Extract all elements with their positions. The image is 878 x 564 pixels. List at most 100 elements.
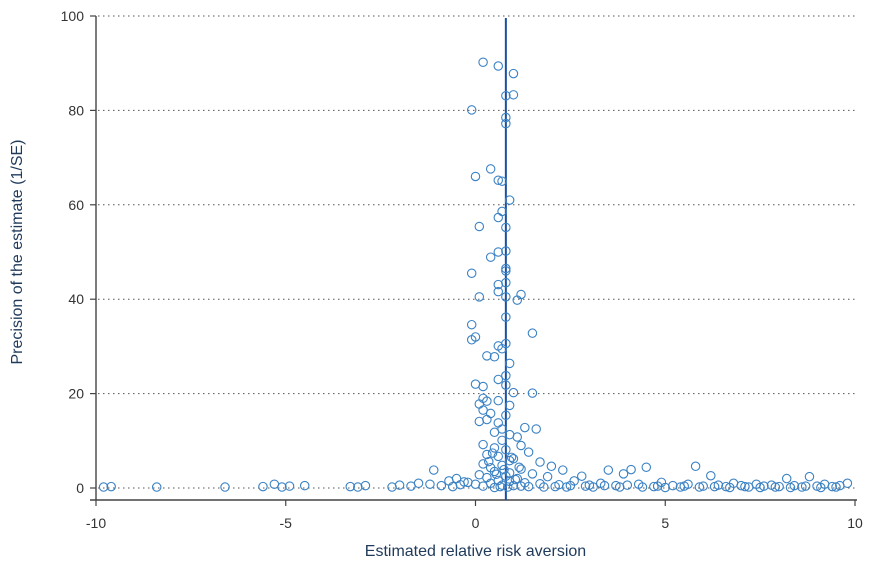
data-point xyxy=(501,410,511,421)
data-point xyxy=(504,358,515,369)
data-point xyxy=(503,482,513,492)
data-point xyxy=(506,452,517,463)
data-point xyxy=(501,91,511,101)
data-point xyxy=(463,477,473,488)
data-point xyxy=(725,482,735,493)
y-tick-label: 20 xyxy=(68,386,84,402)
data-point xyxy=(770,482,781,492)
data-point xyxy=(550,481,560,492)
data-point xyxy=(501,263,511,274)
data-point xyxy=(706,470,716,481)
data-point xyxy=(539,482,549,492)
data-point xyxy=(485,252,496,262)
data-point xyxy=(577,471,587,481)
data-point xyxy=(466,319,477,330)
data-point xyxy=(489,352,500,362)
data-point xyxy=(478,459,488,469)
data-point xyxy=(501,118,511,129)
data-point xyxy=(497,424,507,434)
tick-labels: 0 20 40 60 80 100 -10 -5 0 5 10 xyxy=(61,8,863,531)
data-point xyxy=(831,482,841,492)
data-point xyxy=(484,456,494,467)
data-point xyxy=(501,370,511,381)
data-point xyxy=(542,471,553,482)
y-tick-label: 100 xyxy=(61,8,85,24)
data-point xyxy=(482,414,492,425)
data-point xyxy=(755,482,765,493)
x-axis-title: Estimated relative risk aversion xyxy=(365,543,586,560)
data-point xyxy=(497,460,507,471)
data-point xyxy=(827,481,837,492)
data-point xyxy=(694,482,705,492)
data-point xyxy=(510,474,521,485)
data-point xyxy=(527,469,538,479)
data-point xyxy=(474,416,485,427)
data-point xyxy=(299,480,310,491)
data-point xyxy=(495,481,505,492)
data-point xyxy=(497,344,507,354)
data-point xyxy=(491,469,502,480)
data-point xyxy=(514,462,524,472)
data-point xyxy=(520,422,530,433)
data-point xyxy=(501,445,511,455)
data-point xyxy=(736,480,746,491)
x-tick-label: 10 xyxy=(847,515,863,531)
data-point xyxy=(478,57,488,68)
data-point xyxy=(842,478,853,489)
data-point xyxy=(429,465,439,475)
data-point xyxy=(618,469,629,479)
data-point xyxy=(516,464,526,474)
data-point xyxy=(470,479,481,489)
data-point xyxy=(501,246,511,256)
data-point xyxy=(709,481,720,492)
data-point xyxy=(497,176,507,186)
data-point xyxy=(501,292,511,302)
x-tick-label: -10 xyxy=(86,515,106,531)
data-point xyxy=(489,482,500,493)
data-point xyxy=(353,482,363,492)
data-point xyxy=(497,435,507,446)
x-tick-label: 0 xyxy=(472,515,480,531)
data-point xyxy=(493,286,504,297)
data-points xyxy=(98,57,853,493)
data-point xyxy=(478,381,488,392)
data-point xyxy=(482,449,492,460)
data-point xyxy=(523,447,534,457)
data-point xyxy=(785,482,796,493)
data-point xyxy=(493,212,504,223)
data-point xyxy=(580,481,591,491)
data-point xyxy=(512,295,522,305)
data-point xyxy=(781,473,792,484)
x-tick-label: 5 xyxy=(661,515,669,531)
data-point xyxy=(508,387,519,398)
data-point xyxy=(482,351,492,361)
data-point xyxy=(508,68,519,79)
y-tick-label: 80 xyxy=(68,102,84,118)
data-point xyxy=(508,480,519,491)
data-point xyxy=(527,388,538,398)
data-point xyxy=(660,482,670,493)
x-tick-label: -5 xyxy=(280,515,293,531)
data-point xyxy=(804,471,815,482)
data-point xyxy=(504,400,515,411)
data-point xyxy=(652,481,663,491)
data-point xyxy=(485,408,496,419)
data-point xyxy=(493,247,504,257)
data-point xyxy=(474,292,485,302)
data-point xyxy=(774,481,784,492)
data-point xyxy=(493,175,504,186)
data-point xyxy=(470,171,481,182)
data-point xyxy=(489,443,500,453)
data-point xyxy=(508,90,519,100)
data-point xyxy=(345,481,356,492)
data-point xyxy=(489,466,500,477)
data-point xyxy=(816,482,826,493)
data-point xyxy=(493,418,504,428)
data-point xyxy=(151,482,162,492)
data-point xyxy=(641,462,652,472)
data-point xyxy=(478,481,488,491)
data-point xyxy=(622,480,633,490)
axes xyxy=(90,15,857,506)
data-point xyxy=(360,480,371,491)
